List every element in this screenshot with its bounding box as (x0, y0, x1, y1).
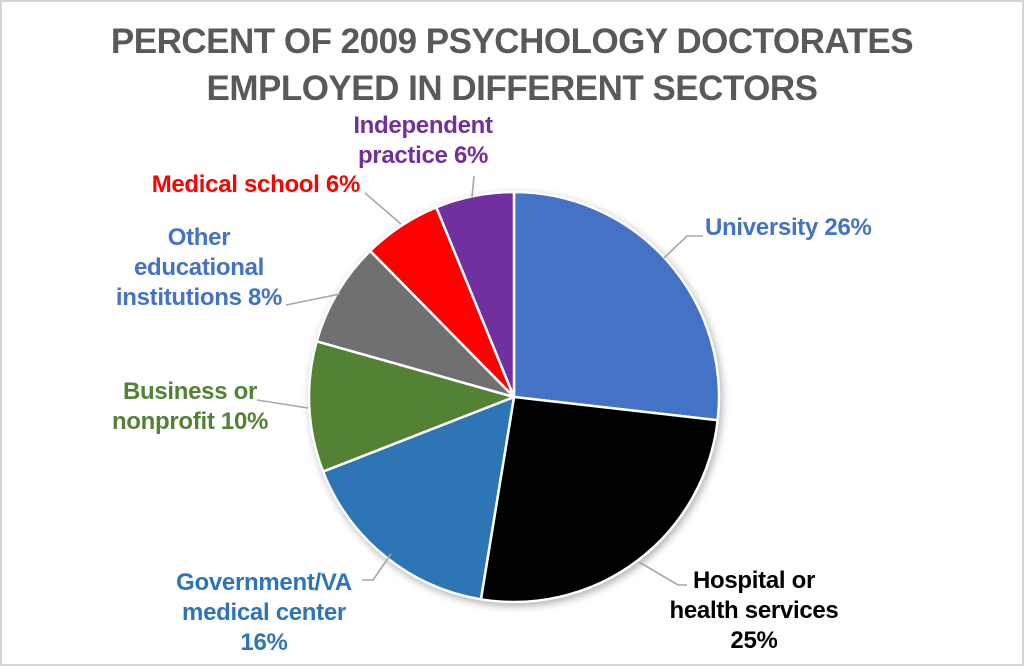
label-line: nonprofit 10% (111, 408, 269, 435)
pie-slice-hospital-or-health-services[interactable] (479, 395, 719, 604)
label-line: University 26% (705, 214, 872, 241)
leader-line-independent-practice (471, 175, 475, 198)
leader-line-government-va-medical-center (362, 553, 392, 581)
label-line: educational (133, 254, 265, 281)
leader-line-university (663, 235, 703, 259)
label-line: Other (167, 224, 231, 251)
label-line: practice 6% (357, 142, 489, 169)
slice-label-university: University 26% (705, 213, 872, 243)
label-line: Business or (122, 378, 258, 405)
label-line: medical center (182, 599, 346, 626)
leader-line-business-or-nonprofit (256, 399, 309, 409)
leader-line-hospital-or-health-services (638, 561, 687, 586)
slice-label-other-educational-institutions: Other educational institutions 8% (116, 223, 282, 313)
slice-label-hospital-or-health-services: Hospital or health services 25% (670, 566, 839, 656)
label-line: institutions 8% (115, 284, 283, 311)
label-line: Hospital or (692, 567, 816, 594)
chart-title-line2: EMPLOYED IN DIFFERENT SECTORS (206, 69, 818, 108)
pie-slice-other-educational-institutions[interactable] (315, 249, 516, 399)
label-line: Medical school 6% (151, 171, 361, 198)
slice-label-business-or-nonprofit: Business or nonprofit 10% (112, 377, 268, 437)
chart-title: PERCENT OF 2009 PSYCHOLOGY DOCTORATES EM… (2, 18, 1022, 112)
pie-slice-university[interactable] (512, 190, 721, 422)
label-line: health services (669, 597, 839, 624)
label-line: Government/VA (176, 569, 352, 596)
leader-line-other-educational-institutions (285, 293, 341, 306)
slice-label-independent-practice: Independent practice 6% (353, 111, 493, 171)
leader-lines-group (256, 175, 703, 586)
pie-slices-group (307, 190, 721, 604)
chart-title-line1: PERCENT OF 2009 PSYCHOLOGY DOCTORATES (110, 22, 914, 61)
pie-slice-government-va-medical-center[interactable] (321, 395, 516, 601)
pie-slice-business-or-nonprofit[interactable] (307, 340, 516, 473)
slice-label-medical-school: Medical school 6% (151, 170, 361, 200)
label-line: 16% (240, 629, 288, 656)
leader-line-medical-school (364, 192, 402, 225)
slice-label-government-va-medical-center: Government/VA medical center 16% (176, 568, 352, 658)
pie-slice-independent-practice[interactable] (435, 190, 516, 399)
label-line: 25% (730, 627, 778, 654)
label-line: Independent (353, 112, 493, 139)
